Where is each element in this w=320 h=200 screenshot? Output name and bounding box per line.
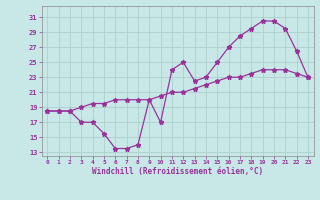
X-axis label: Windchill (Refroidissement éolien,°C): Windchill (Refroidissement éolien,°C) [92,167,263,176]
